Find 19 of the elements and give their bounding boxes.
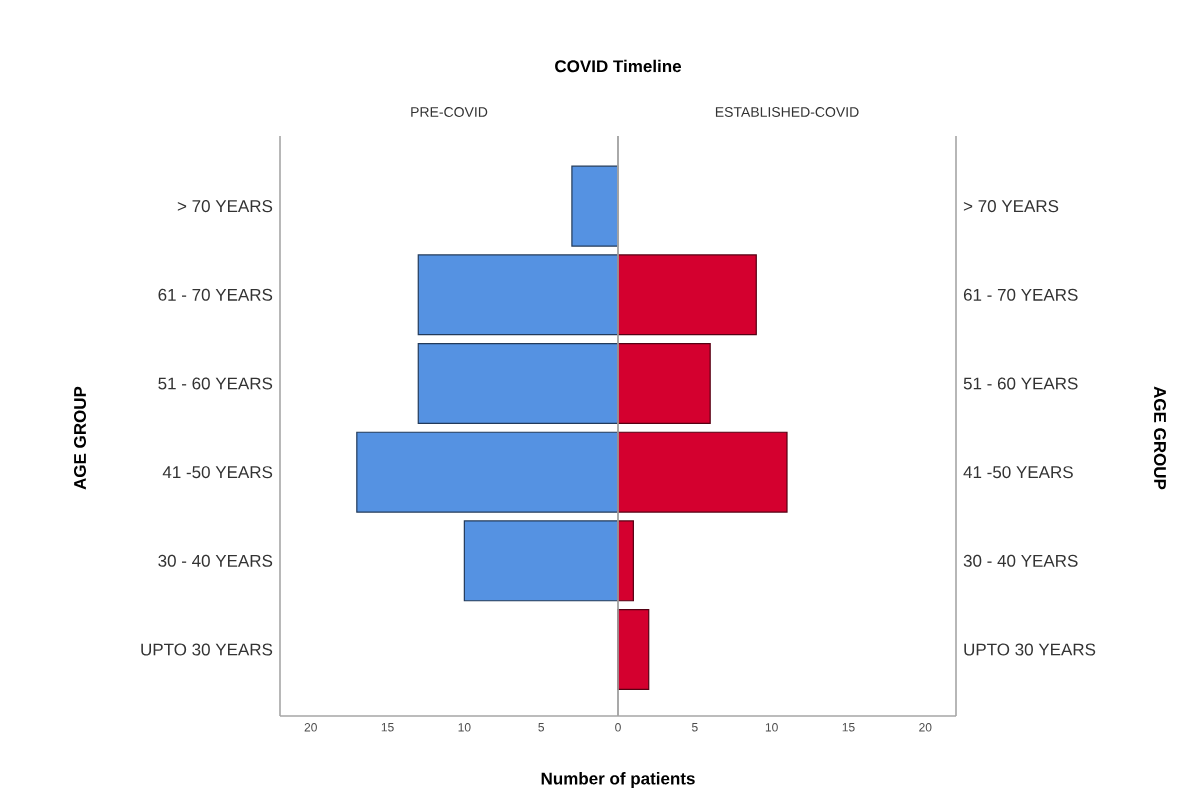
y-tick-label: 41 -50 YEARS (162, 466, 273, 479)
y-tick-label: 30 - 40 YEARS (158, 554, 273, 567)
bar (571, 165, 619, 247)
y-tick-label: 61 - 70 YEARS (158, 288, 273, 301)
x-axis-title: Number of patients (541, 772, 695, 788)
y-tick-label: 30 - 40 YEARS (963, 554, 1078, 567)
y-tick-label: 41 -50 YEARS (963, 466, 1073, 479)
y-tick-label: UPTO 30 YEARS (141, 643, 273, 656)
y-tick-label: > 70 YEARS (177, 200, 273, 213)
y-tick-label: > 70 YEARS (963, 200, 1059, 213)
bar (617, 520, 634, 602)
y-tick-label: 51 - 60 YEARS (963, 377, 1078, 390)
y-axis-title: AGE GROUP (1154, 386, 1167, 490)
y-tick-label: 51 - 60 YEARS (158, 377, 273, 390)
chart-title: COVID Timeline (555, 59, 682, 73)
y-tick-label: UPTO 30 YEARS (964, 643, 1096, 656)
bar (617, 609, 650, 691)
y-tick-label: 61 - 70 YEARS (963, 288, 1078, 301)
y-axis-title: AGE GROUP (74, 386, 87, 490)
